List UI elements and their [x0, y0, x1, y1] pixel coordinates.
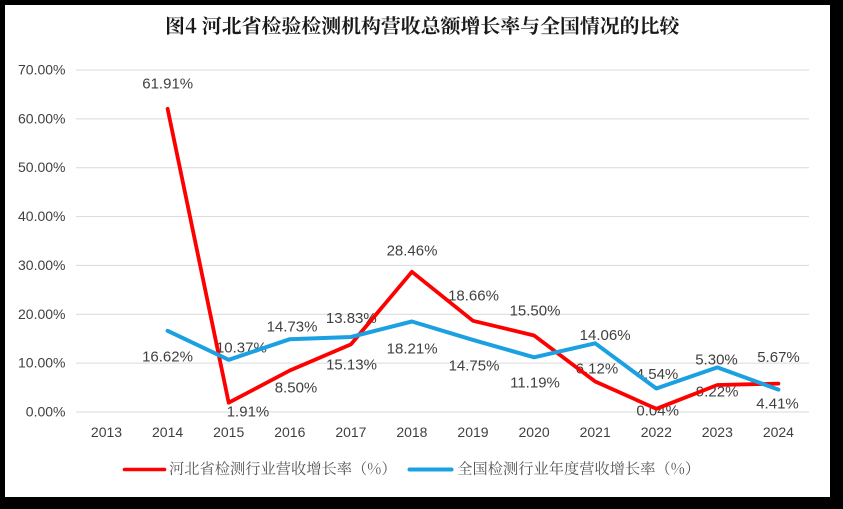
svg-text:14.75%: 14.75%: [449, 357, 500, 374]
svg-text:8.50%: 8.50%: [275, 380, 318, 397]
svg-text:40.00%: 40.00%: [18, 208, 65, 224]
svg-text:2019: 2019: [457, 424, 488, 440]
svg-text:2020: 2020: [519, 424, 550, 440]
svg-text:13.83%: 13.83%: [326, 310, 377, 327]
svg-text:1.91%: 1.91%: [227, 403, 270, 420]
svg-text:28.46%: 28.46%: [387, 242, 438, 259]
svg-text:2015: 2015: [213, 424, 244, 440]
svg-text:50.00%: 50.00%: [18, 159, 65, 175]
svg-text:70.00%: 70.00%: [18, 62, 65, 78]
svg-text:10.00%: 10.00%: [18, 355, 65, 371]
svg-text:15.50%: 15.50%: [510, 302, 561, 319]
svg-text:14.06%: 14.06%: [580, 327, 631, 344]
svg-text:2013: 2013: [91, 424, 122, 440]
svg-text:2021: 2021: [580, 424, 611, 440]
svg-text:5.30%: 5.30%: [695, 351, 738, 368]
svg-text:16.62%: 16.62%: [142, 348, 193, 365]
svg-text:60.00%: 60.00%: [18, 110, 65, 126]
svg-text:30.00%: 30.00%: [18, 257, 65, 273]
svg-text:2017: 2017: [335, 424, 366, 440]
svg-text:18.66%: 18.66%: [448, 287, 499, 304]
svg-text:2014: 2014: [152, 424, 183, 440]
svg-text:2018: 2018: [396, 424, 427, 440]
svg-text:61.91%: 61.91%: [142, 75, 193, 92]
svg-text:15.13%: 15.13%: [326, 356, 377, 373]
svg-text:2024: 2024: [763, 424, 794, 440]
svg-text:2016: 2016: [274, 424, 305, 440]
svg-text:0.00%: 0.00%: [26, 404, 66, 420]
svg-text:18.21%: 18.21%: [387, 340, 438, 357]
svg-text:20.00%: 20.00%: [18, 306, 65, 322]
svg-text:11.19%: 11.19%: [510, 374, 560, 391]
svg-text:5.67%: 5.67%: [757, 349, 800, 366]
svg-text:4.54%: 4.54%: [636, 366, 679, 383]
svg-text:2023: 2023: [702, 424, 733, 440]
svg-text:6.12%: 6.12%: [576, 361, 619, 378]
svg-text:14.73%: 14.73%: [267, 318, 318, 335]
svg-text:2022: 2022: [641, 424, 672, 440]
svg-text:4.41%: 4.41%: [756, 395, 799, 412]
